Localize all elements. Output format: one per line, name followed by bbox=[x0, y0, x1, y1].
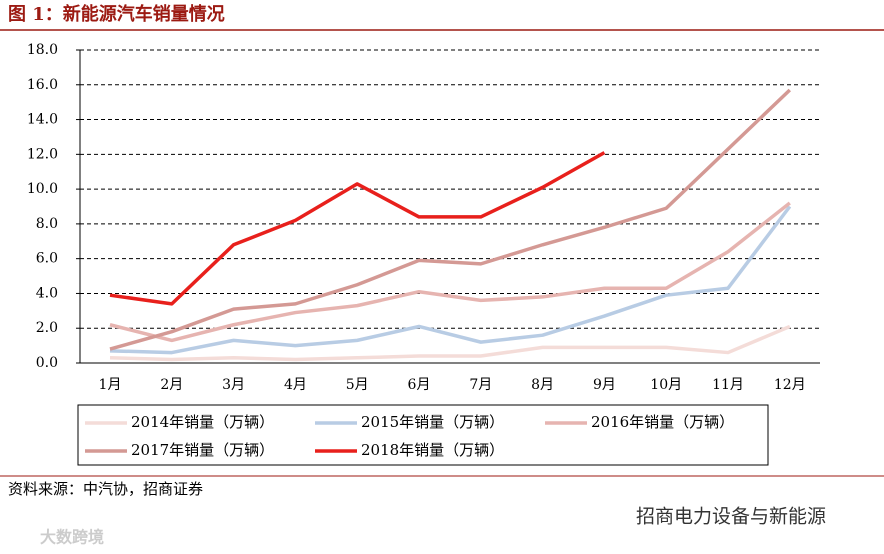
x-tick-label: 2月 bbox=[160, 377, 183, 393]
legend-label: 2018年销量（万辆） bbox=[361, 441, 504, 459]
legend-label: 2015年销量（万辆） bbox=[361, 413, 504, 431]
x-tick-label: 6月 bbox=[408, 377, 431, 393]
x-tick-label: 11月 bbox=[712, 377, 744, 393]
y-tick-label: 14.0 bbox=[27, 112, 58, 128]
y-tick-label: 16.0 bbox=[27, 77, 58, 93]
x-tick-label: 3月 bbox=[222, 377, 245, 393]
line-series bbox=[109, 324, 791, 362]
legend-label: 2017年销量（万辆） bbox=[131, 441, 274, 459]
line-series bbox=[109, 151, 606, 306]
x-tick-label: 4月 bbox=[284, 377, 307, 393]
line-series bbox=[109, 88, 792, 351]
x-tick-label: 12月 bbox=[774, 377, 806, 393]
y-tick-label: 4.0 bbox=[36, 285, 58, 301]
y-tick-label: 18.0 bbox=[27, 42, 58, 58]
legend-box bbox=[77, 404, 769, 466]
y-tick-label: 6.0 bbox=[36, 251, 58, 267]
y-tick-label: 12.0 bbox=[27, 146, 58, 162]
legend-label: 2014年销量（万辆） bbox=[131, 413, 274, 431]
watermark: 招商电力设备与新能源 bbox=[636, 506, 826, 528]
line-series bbox=[109, 205, 792, 355]
source: 资料来源：中汽协，招商证券 bbox=[8, 480, 203, 498]
y-tick-label: 2.0 bbox=[36, 320, 58, 336]
x-tick-label: 7月 bbox=[469, 377, 492, 393]
chart-title: 图 1：新能源汽车销量情况 bbox=[8, 3, 225, 25]
y-tick-label: 8.0 bbox=[36, 216, 58, 232]
x-tick-label: 5月 bbox=[346, 377, 369, 393]
y-tick-label: 10.0 bbox=[27, 181, 58, 197]
legend-label: 2016年销量（万辆） bbox=[591, 413, 734, 431]
x-tick-label: 10月 bbox=[650, 377, 682, 393]
x-tick-label: 9月 bbox=[593, 377, 616, 393]
y-tick-label: 0.0 bbox=[36, 355, 58, 371]
x-tick-label: 8月 bbox=[531, 377, 554, 393]
line-series bbox=[109, 201, 791, 343]
x-tick-label: 1月 bbox=[99, 377, 122, 393]
watermark-2: 大数跨境 bbox=[40, 528, 104, 547]
